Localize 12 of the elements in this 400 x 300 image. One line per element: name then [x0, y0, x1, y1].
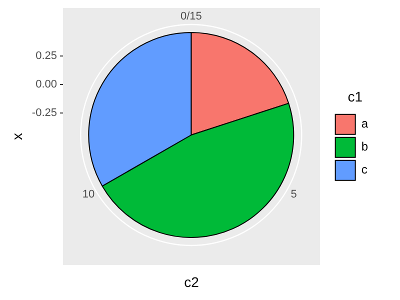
text: 0.25	[36, 50, 57, 62]
legend-title: c1	[348, 88, 363, 104]
text: c2	[184, 274, 200, 290]
text: x	[8, 133, 25, 140]
legend-label: b	[361, 140, 368, 154]
text: 0.00	[36, 78, 57, 91]
text: -0.25	[32, 107, 57, 120]
text: 10	[82, 188, 95, 200]
text: 5	[290, 188, 297, 200]
text: 0/15	[180, 10, 202, 23]
legend-label: a	[361, 116, 368, 131]
legend-label: c	[361, 162, 368, 177]
